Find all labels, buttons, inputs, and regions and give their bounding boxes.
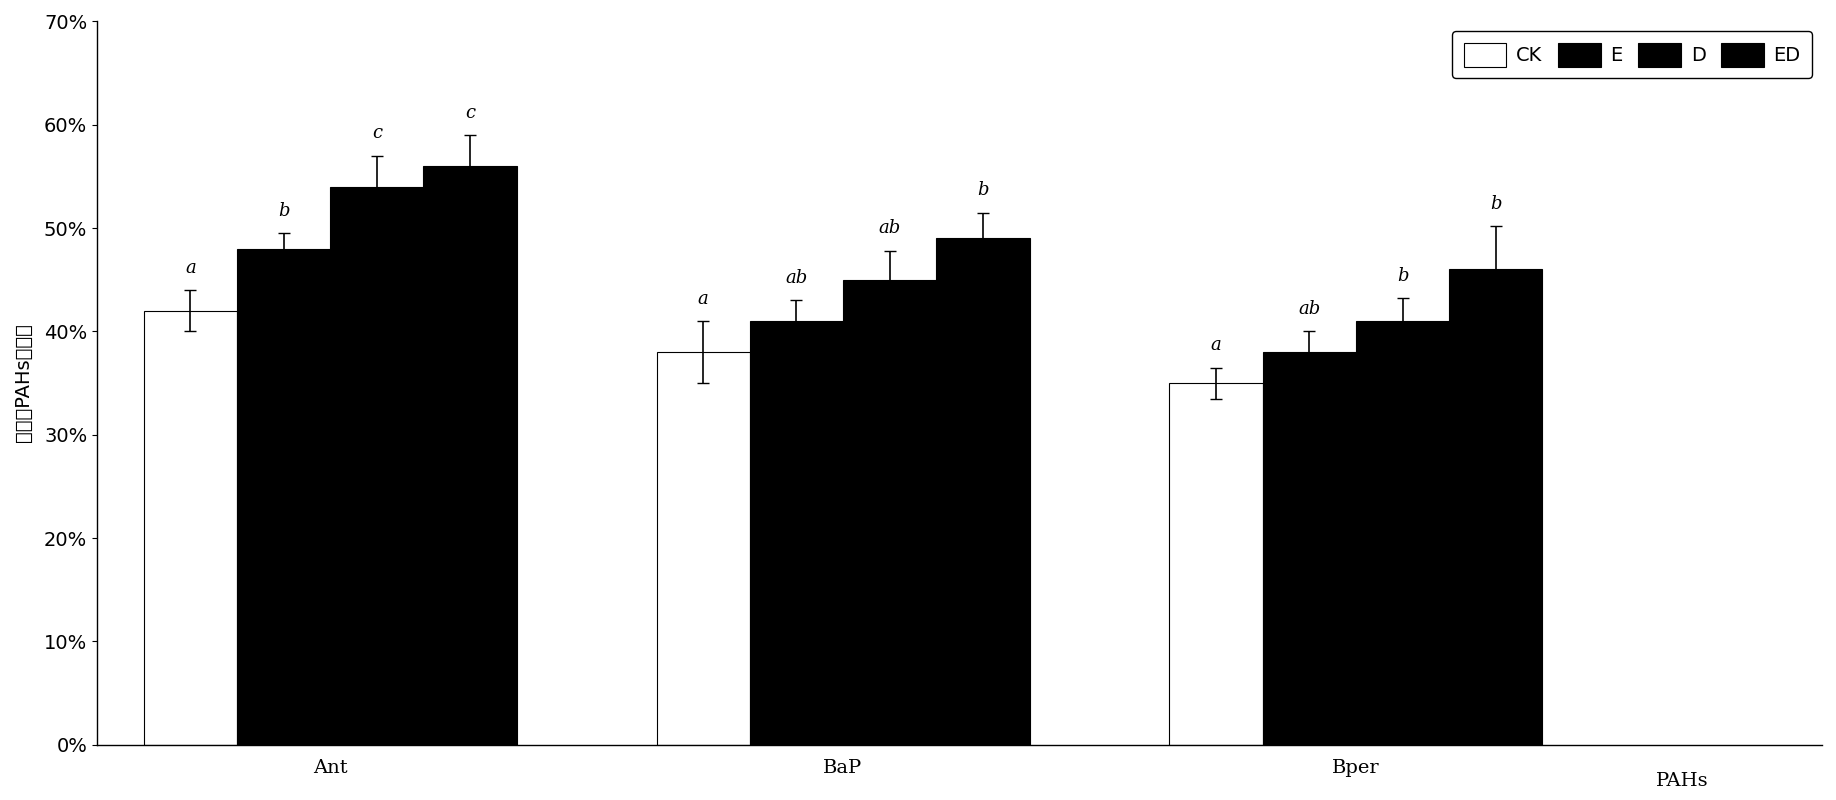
Bar — [1263, 352, 1357, 745]
Bar — [843, 280, 936, 745]
Bar — [936, 238, 1030, 745]
Text: a: a — [698, 290, 709, 308]
Bar — [657, 352, 749, 745]
Text: ab: ab — [1298, 300, 1320, 318]
Bar — [1357, 321, 1449, 745]
Text: b: b — [977, 181, 988, 199]
Bar — [424, 166, 516, 745]
Text: ab: ab — [879, 219, 901, 238]
Bar — [1170, 383, 1263, 745]
Text: c: c — [465, 104, 476, 122]
Bar — [237, 249, 330, 745]
Text: b: b — [277, 202, 290, 220]
Text: a: a — [185, 258, 196, 277]
Text: b: b — [1491, 194, 1502, 213]
Text: b: b — [1397, 267, 1408, 285]
Text: a: a — [1210, 336, 1221, 354]
Bar — [1449, 270, 1542, 745]
Bar — [749, 321, 843, 745]
Text: PAHs: PAHs — [1656, 772, 1709, 790]
Y-axis label: 土壤中PAHs降解率: 土壤中PAHs降解率 — [15, 324, 33, 442]
Text: c: c — [371, 124, 382, 142]
Bar — [143, 310, 237, 745]
Bar — [330, 186, 424, 745]
Text: ab: ab — [786, 269, 808, 287]
Legend: CK, E, D, ED: CK, E, D, ED — [1452, 31, 1812, 78]
